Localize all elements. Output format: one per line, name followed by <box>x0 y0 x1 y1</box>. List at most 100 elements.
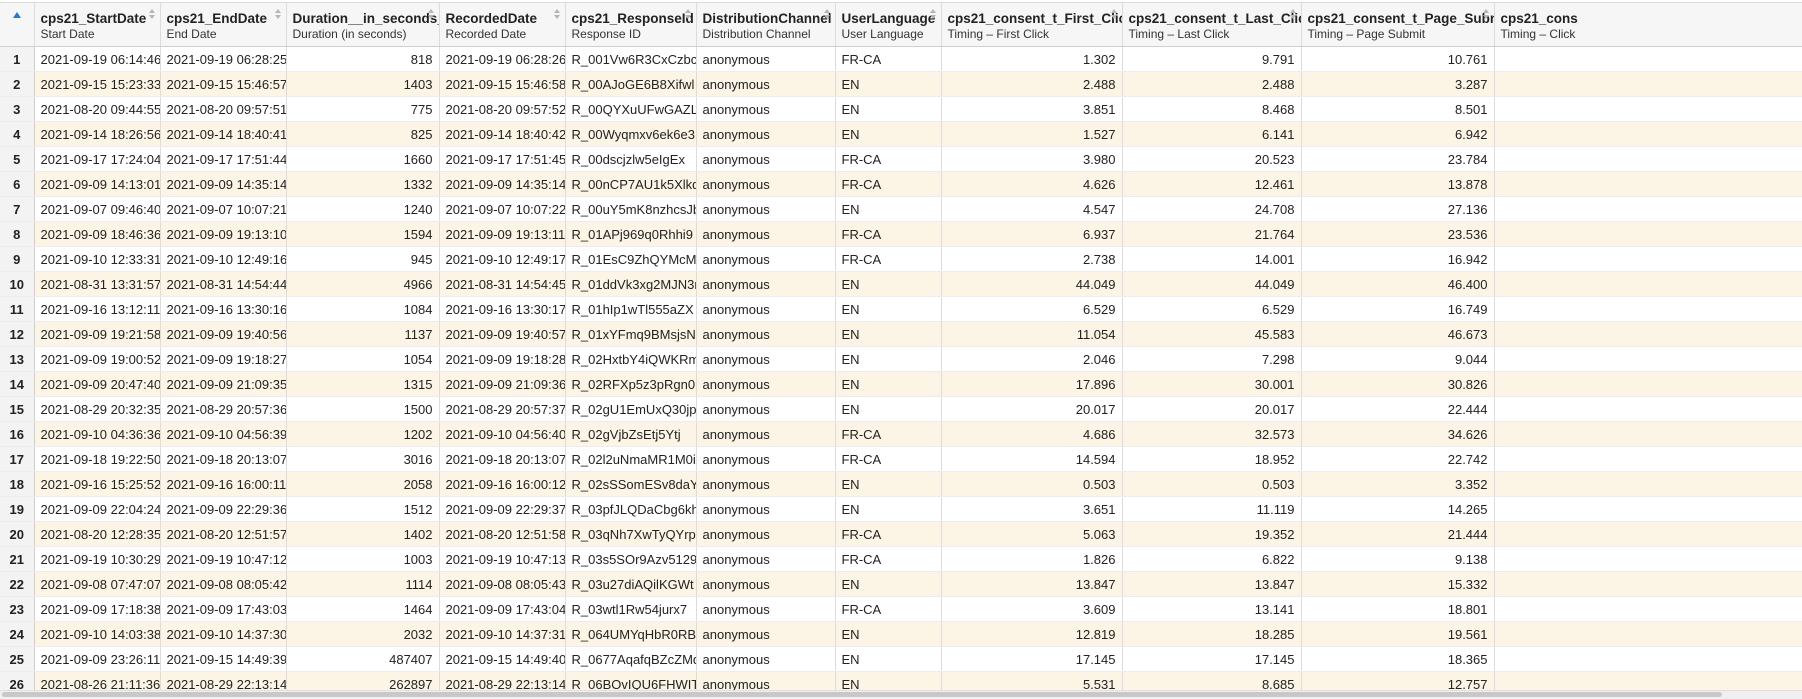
column-header[interactable]: cps21_consent_t_Last_Click Timing – Last … <box>1122 2 1302 47</box>
table-cell: 2021-09-10 04:36:36 <box>34 421 161 447</box>
sort-toggle-icon[interactable] <box>929 9 936 21</box>
table-cell: R_00QYXuUFwGAZLgZ <box>565 96 697 122</box>
table-row[interactable]: 18 2021-09-16 15:25:52 2021-09-16 16:00:11… <box>0 471 1802 497</box>
table-body: 1 2021-09-19 06:14:46 2021-09-19 06:28:25 8… <box>0 46 1802 697</box>
table-cell: 1403 <box>286 71 440 97</box>
column-header[interactable]: UserLanguage User Language <box>835 2 942 47</box>
table-cell: 20.017 <box>1122 396 1302 422</box>
scrollbar-thumb[interactable] <box>2 692 1722 697</box>
row-number: 15 <box>0 396 35 422</box>
table-cell: 17.145 <box>941 646 1123 672</box>
column-name: cps21_ResponseId <box>571 11 694 26</box>
table-cell: 17.896 <box>941 371 1123 397</box>
sort-toggle-icon[interactable] <box>684 9 691 21</box>
table-cell <box>1494 46 1802 72</box>
table-cell: R_01hIp1wTl555aZX <box>565 296 697 322</box>
table-cell: 2021-09-18 20:13:07 <box>160 446 287 472</box>
column-header[interactable]: cps21_ResponseId Response ID <box>565 2 697 47</box>
table-row[interactable]: 12 2021-09-09 19:21:58 2021-09-09 19:40:56… <box>0 321 1802 347</box>
table-row[interactable]: 23 2021-09-09 17:18:38 2021-09-09 17:43:03… <box>0 596 1802 622</box>
table-cell: 2021-08-20 09:57:51 <box>160 96 287 122</box>
table-row[interactable]: 14 2021-09-09 20:47:40 2021-09-09 21:09:35… <box>0 371 1802 397</box>
column-header[interactable]: cps21_EndDate End Date <box>160 2 287 47</box>
table-cell: R_03s5SOr9Azv5129 <box>565 546 697 572</box>
table-cell: 16.942 <box>1301 246 1495 272</box>
table-cell <box>1494 196 1802 222</box>
table-row[interactable]: 21 2021-09-19 10:30:29 2021-09-19 10:47:12… <box>0 546 1802 572</box>
table-row[interactable]: 25 2021-09-09 23:26:11 2021-09-15 14:49:39… <box>0 646 1802 672</box>
sort-toggle-icon[interactable] <box>427 9 434 21</box>
horizontal-scrollbar[interactable] <box>0 690 1802 699</box>
column-header[interactable]: cps21_consent_t_First_Click Timing – Firs… <box>941 2 1123 47</box>
table-cell: 3016 <box>286 446 440 472</box>
column-name: cps21_consent_t_Last_Click <box>1128 11 1301 26</box>
row-number: 11 <box>0 296 35 322</box>
table-cell: 2058 <box>286 471 440 497</box>
table-row[interactable]: 1 2021-09-19 06:14:46 2021-09-19 06:28:25 8… <box>0 46 1802 72</box>
column-header[interactable]: cps21_consent_t_Page_Submit Timing – Page… <box>1301 2 1495 47</box>
table-row[interactable]: 13 2021-09-09 19:00:52 2021-09-09 19:18:27… <box>0 346 1802 372</box>
column-label: Timing – Last Click <box>1128 27 1230 41</box>
sort-toggle-icon[interactable] <box>1110 9 1117 21</box>
table-cell: anonymous <box>696 496 836 522</box>
table-cell: 17.145 <box>1122 646 1302 672</box>
column-header[interactable]: Duration__in_seconds_ Duration (in second… <box>286 2 440 47</box>
table-row[interactable]: 8 2021-09-09 18:46:36 2021-09-09 19:13:10 1… <box>0 221 1802 247</box>
table-row[interactable]: 10 2021-08-31 13:31:57 2021-08-31 14:54:44… <box>0 271 1802 297</box>
sort-toggle-icon[interactable] <box>823 9 830 21</box>
table-cell: 14.265 <box>1301 496 1495 522</box>
table-cell: 2021-09-16 16:00:12 <box>439 471 566 497</box>
table-row[interactable]: 22 2021-09-08 07:47:07 2021-09-08 08:05:42… <box>0 571 1802 597</box>
table-cell: 9.138 <box>1301 546 1495 572</box>
table-cell: R_02RFXp5z3pRgn0B <box>565 371 697 397</box>
table-row[interactable]: 5 2021-09-17 17:24:04 2021-09-17 17:51:44 1… <box>0 146 1802 172</box>
table-cell: 2021-09-19 10:30:29 <box>34 546 161 572</box>
table-cell: 3.851 <box>941 96 1123 122</box>
column-header[interactable]: DistributionChannel Distribution Channel <box>696 2 836 47</box>
column-name: cps21_cons <box>1500 11 1578 26</box>
table-row[interactable]: 2 2021-09-15 15:23:33 2021-09-15 15:46:57 1… <box>0 71 1802 97</box>
sort-toggle-icon[interactable] <box>1482 9 1489 21</box>
column-header[interactable]: cps21_StartDate Start Date <box>34 2 161 47</box>
table-cell: anonymous <box>696 621 836 647</box>
table-cell: anonymous <box>696 396 836 422</box>
table-cell <box>1494 221 1802 247</box>
row-index-header[interactable] <box>0 2 35 47</box>
table-row[interactable]: 6 2021-09-09 14:13:01 2021-09-09 14:35:14 1… <box>0 171 1802 197</box>
sort-toggle-icon[interactable] <box>148 9 155 21</box>
table-cell: 2021-09-15 15:46:57 <box>160 71 287 97</box>
table-row[interactable]: 4 2021-09-14 18:26:56 2021-09-14 18:40:41 8… <box>0 121 1802 147</box>
sort-toggle-icon[interactable] <box>553 9 560 21</box>
table-row[interactable]: 3 2021-08-20 09:44:55 2021-08-20 09:57:51 7… <box>0 96 1802 122</box>
table-row[interactable]: 9 2021-09-10 12:33:31 2021-09-10 12:49:16 9… <box>0 246 1802 272</box>
table-cell: 4966 <box>286 271 440 297</box>
table-cell: 818 <box>286 46 440 72</box>
row-number: 3 <box>0 96 35 122</box>
table-cell: 2021-08-31 14:54:45 <box>439 271 566 297</box>
table-row[interactable]: 20 2021-08-20 12:28:35 2021-08-20 12:51:57… <box>0 521 1802 547</box>
column-header[interactable]: cps21_cons Timing – Click <box>1494 2 1802 47</box>
table-row[interactable]: 16 2021-09-10 04:36:36 2021-09-10 04:56:39… <box>0 421 1802 447</box>
table-row[interactable]: 15 2021-08-29 20:32:35 2021-08-29 20:57:36… <box>0 396 1802 422</box>
table-cell: 1003 <box>286 546 440 572</box>
table-cell: 2021-09-09 21:09:36 <box>439 371 566 397</box>
table-row[interactable]: 19 2021-09-09 22:04:24 2021-09-09 22:29:36… <box>0 496 1802 522</box>
sort-toggle-icon[interactable] <box>274 9 281 21</box>
table-cell: R_01EsC9ZhQYMcMgN <box>565 246 697 272</box>
table-cell: anonymous <box>696 296 836 322</box>
table-cell: 4.547 <box>941 196 1123 222</box>
column-name: RecordedDate <box>445 11 538 26</box>
table-cell: 4.626 <box>941 171 1123 197</box>
table-row[interactable]: 11 2021-09-16 13:12:11 2021-09-16 13:30:16… <box>0 296 1802 322</box>
table-cell: 2021-08-29 20:57:37 <box>439 396 566 422</box>
row-number: 8 <box>0 221 35 247</box>
table-cell: 6.937 <box>941 221 1123 247</box>
table-row[interactable]: 17 2021-09-18 19:22:50 2021-09-18 20:13:07… <box>0 446 1802 472</box>
column-header[interactable]: RecordedDate Recorded Date <box>439 2 566 47</box>
table-row[interactable]: 7 2021-09-07 09:46:40 2021-09-07 10:07:21 1… <box>0 196 1802 222</box>
table-cell: FR-CA <box>835 46 942 72</box>
table-cell: 11.119 <box>1122 496 1302 522</box>
table-cell: 23.784 <box>1301 146 1495 172</box>
table-row[interactable]: 24 2021-09-10 14:03:38 2021-09-10 14:37:30… <box>0 621 1802 647</box>
sort-toggle-icon[interactable] <box>1289 9 1296 21</box>
